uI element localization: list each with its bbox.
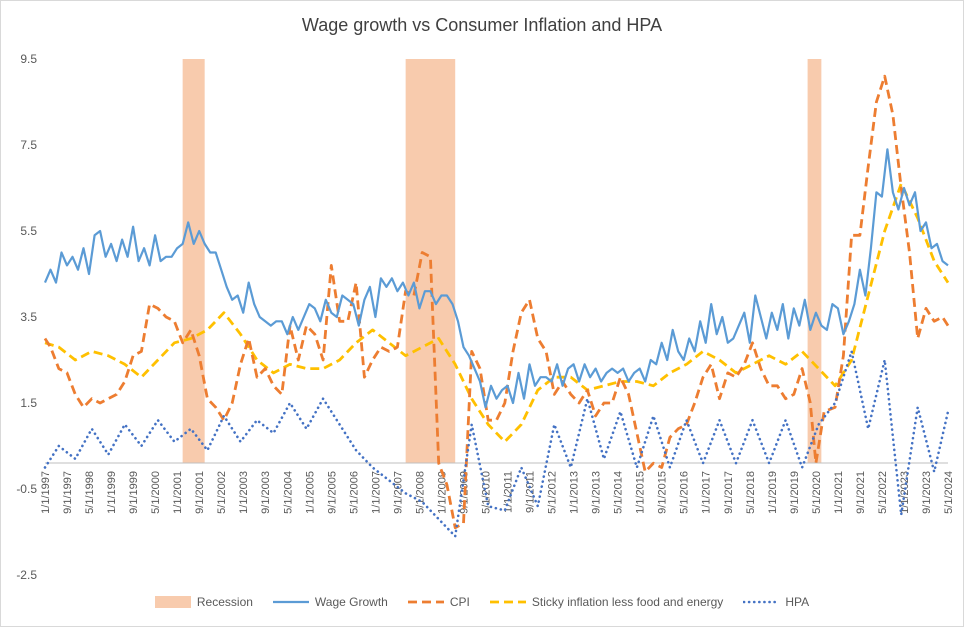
series-line-hpa — [43, 350, 950, 538]
legend-swatch-cpi — [407, 600, 444, 604]
x-tick-label: 9/1/2003 — [260, 471, 272, 514]
x-tick-label: 9/1/2005 — [326, 471, 338, 514]
x-tick-label: 5/1/2022 — [877, 471, 889, 514]
x-tick-label: 5/1/2010 — [480, 471, 492, 514]
x-tick-label: 5/1/2000 — [150, 471, 162, 514]
x-tick-label: 9/1/2015 — [657, 471, 669, 514]
x-tick-label: 9/1/2019 — [789, 471, 801, 514]
x-tick-label: 5/1/2020 — [811, 471, 823, 514]
legend-label-recession: Recession — [196, 595, 253, 609]
x-tick-label: 1/1/2021 — [833, 471, 845, 514]
x-tick-label: 9/1/2017 — [723, 471, 735, 514]
x-tick-label: 9/1/1997 — [62, 471, 74, 514]
legend-item-hpa: HPA — [743, 595, 809, 609]
y-tick-label: 5.5 — [20, 224, 37, 238]
x-tick-label: 5/1/2006 — [348, 471, 360, 514]
x-tick-label: 5/1/2004 — [282, 471, 294, 514]
series-line-sticky-inflation-less-food-and-energy — [44, 182, 950, 444]
x-tick-label: 5/1/2012 — [547, 471, 559, 514]
y-tick-label: -0.5 — [16, 482, 37, 496]
legend-swatch-hpa — [743, 600, 780, 604]
y-tick-label: -2.5 — [16, 568, 37, 582]
legend-label-wage-growth: Wage Growth — [314, 595, 388, 609]
recession-bands — [182, 59, 822, 463]
legend-item-cpi: CPI — [407, 595, 470, 609]
x-tick-label: 5/1/2024 — [943, 471, 955, 514]
x-tick-label: 9/1/2021 — [855, 471, 867, 514]
x-tick-label: 1/1/2019 — [767, 471, 779, 514]
legend-swatch-recession — [154, 596, 191, 608]
x-tick-label: 1/1/2009 — [436, 471, 448, 514]
y-tick-label: 9.5 — [20, 52, 37, 66]
legend-swatch-sticky — [489, 600, 526, 604]
x-tick-label: 5/1/1998 — [84, 471, 96, 514]
x-tick-label: 1/1/2011 — [503, 471, 515, 513]
x-tick-label: 1/1/1999 — [106, 471, 118, 514]
legend-label-cpi: CPI — [449, 595, 470, 609]
chart-title: Wage growth vs Consumer Inflation and HP… — [301, 15, 663, 35]
x-axis-tick-labels: 1/1/1997 9/1/1997 5/1/1998 1/1/1999 9/1/1999… — [40, 471, 955, 514]
legend: Recession Wage Growth CPI Sticky inflati… — [1, 595, 963, 609]
x-tick-label: 5/1/2014 — [613, 471, 625, 514]
legend-item-sticky: Sticky inflation less food and energy — [489, 595, 724, 609]
x-tick-label: 1/1/2013 — [569, 471, 581, 514]
y-tick-label: 1.5 — [20, 396, 37, 410]
x-tick-label: 1/1/2007 — [370, 471, 382, 514]
x-tick-label: 1/1/1997 — [40, 471, 52, 514]
chart-plot-area: 9.5 7.5 5.5 3.5 1.5 -0.5 -2.5 1/1/1997 9/1/1997… — [16, 52, 955, 582]
legend-swatch-wage-growth — [272, 600, 309, 604]
series-line-cpi — [43, 74, 950, 530]
x-tick-label: 1/1/2015 — [635, 471, 647, 514]
legend-label-sticky: Sticky inflation less food and energy — [531, 595, 724, 609]
legend-item-recession: Recession — [154, 595, 253, 609]
x-tick-label: 9/1/2001 — [194, 471, 206, 514]
x-tick-label: 1/1/2017 — [701, 471, 713, 514]
x-tick-label: 9/1/1999 — [128, 471, 140, 514]
x-tick-label: 5/1/2002 — [216, 471, 228, 514]
series-lines — [43, 74, 950, 538]
series-line-wage-growth — [43, 148, 949, 409]
recession-band — [182, 59, 205, 463]
x-tick-label: 5/1/2018 — [745, 471, 757, 514]
x-tick-label: 9/1/2023 — [921, 471, 933, 514]
x-tick-label: 9/1/2013 — [591, 471, 603, 514]
x-tick-label: 1/1/2001 — [172, 471, 184, 514]
y-tick-label: 7.5 — [20, 138, 37, 152]
recession-band — [807, 59, 822, 463]
x-tick-label: 1/1/2005 — [304, 471, 316, 514]
x-tick-label: 1/1/2003 — [238, 471, 250, 514]
x-tick-label: 5/1/2016 — [679, 471, 691, 514]
legend-item-wage-growth: Wage Growth — [272, 595, 388, 609]
x-tick-label: 9/1/2007 — [392, 471, 404, 514]
y-tick-label: 3.5 — [20, 310, 37, 324]
x-tick-label: 5/1/2008 — [414, 471, 426, 514]
y-axis-tick-labels: 9.5 7.5 5.5 3.5 1.5 -0.5 -2.5 — [16, 52, 37, 582]
legend-label-hpa: HPA — [785, 595, 810, 609]
